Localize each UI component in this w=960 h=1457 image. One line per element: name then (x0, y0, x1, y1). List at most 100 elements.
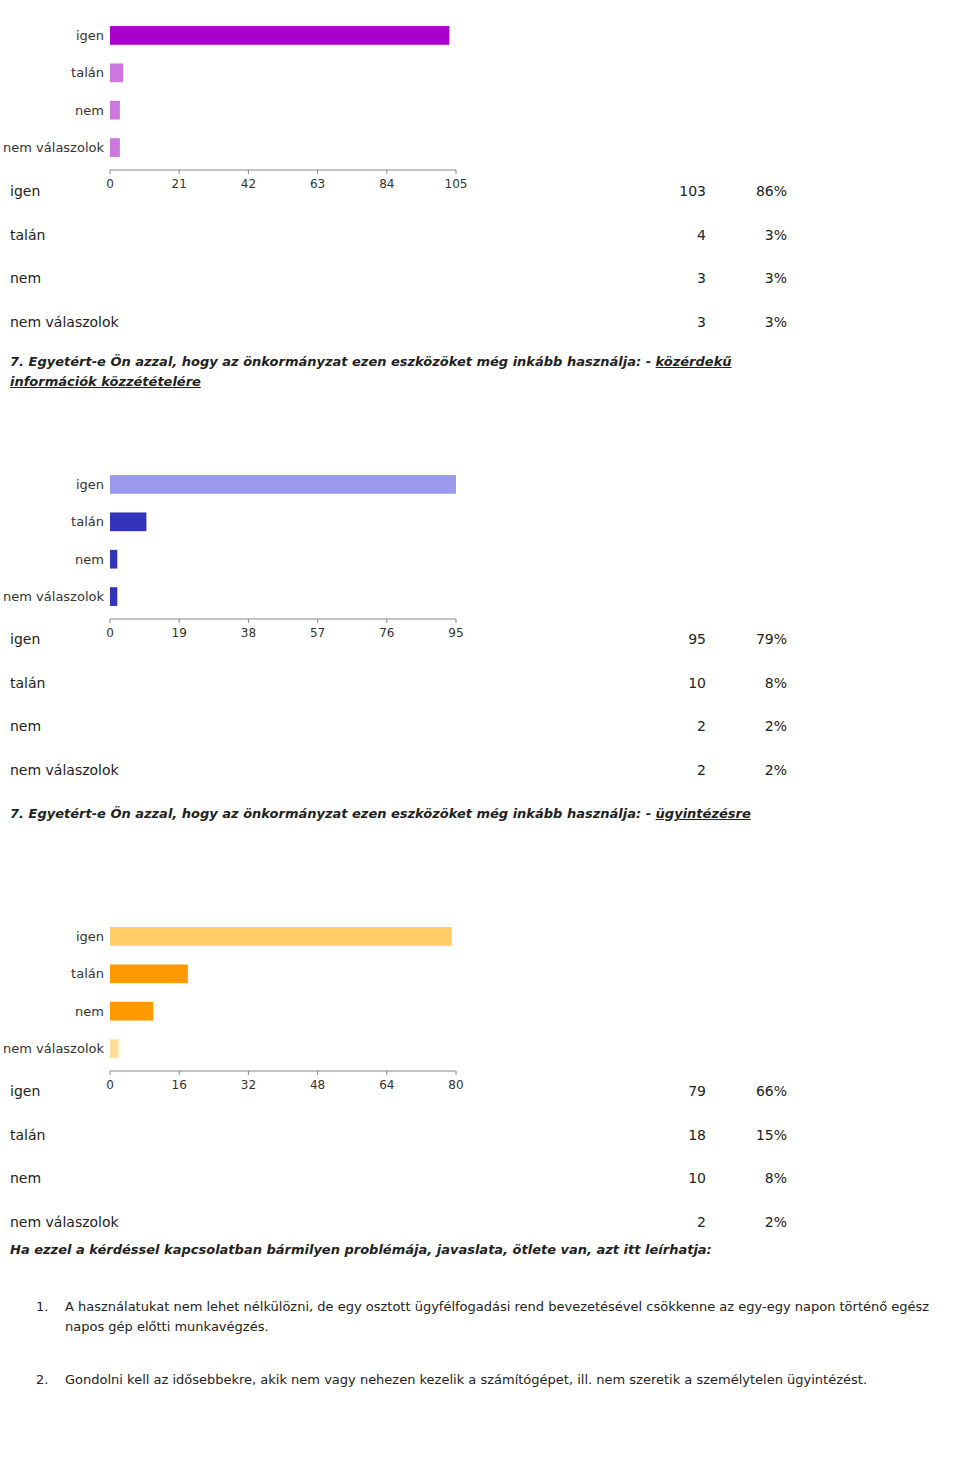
stat-value: 3 (697, 269, 706, 287)
x-tick (248, 1071, 249, 1075)
x-tick (317, 1071, 318, 1075)
stat-category: nem (10, 1169, 41, 1187)
category-label: talán (71, 65, 104, 80)
x-tick-label: 0 (106, 177, 114, 191)
stat-percentage: 2% (765, 717, 787, 735)
footer-item-number: 1. (36, 1297, 48, 1317)
stat-percentage: 3% (765, 226, 787, 244)
bar-chart: igentalánnemnem válaszolok01938577695 (0, 462, 480, 649)
x-tick-label: 0 (106, 1078, 114, 1092)
footer-item-number: 2. (36, 1370, 48, 1390)
category-label: nem (75, 552, 104, 567)
bar (110, 26, 449, 45)
stat-percentage: 66% (756, 1082, 787, 1100)
category-label: igen (76, 929, 104, 944)
stat-category: nem válaszolok (10, 1213, 119, 1231)
x-tick-label: 95 (448, 626, 463, 640)
category-label: nem (75, 103, 104, 118)
x-axis (110, 170, 456, 171)
stat-percentage: 86% (756, 182, 787, 200)
bar (110, 1002, 153, 1021)
x-axis (110, 619, 456, 620)
stat-percentage: 8% (765, 674, 787, 692)
footer-item-text: A használatukat nem lehet nélkülözni, de… (65, 1297, 935, 1337)
stat-value: 103 (679, 182, 706, 200)
x-axis (110, 1071, 456, 1072)
stat-value: 18 (688, 1126, 706, 1144)
stat-category: igen (10, 630, 40, 648)
x-tick (248, 170, 249, 174)
stat-percentage: 79% (756, 630, 787, 648)
x-tick (386, 619, 387, 623)
x-tick (386, 1071, 387, 1075)
x-tick-label: 76 (379, 626, 394, 640)
x-tick (456, 619, 457, 623)
stat-percentage: 15% (756, 1126, 787, 1144)
bar (110, 587, 117, 606)
bar-chart: igentalánnemnem válaszolok01632486480 (0, 914, 480, 1101)
chart-title: 7. Egyetért-e Ön azzal, hogy az önkormán… (10, 804, 770, 824)
stat-category: talán (10, 1126, 45, 1144)
x-tick-label: 21 (172, 177, 187, 191)
stat-percentage: 3% (765, 313, 787, 331)
bars (110, 475, 456, 606)
x-tick (456, 170, 457, 174)
x-tick (110, 619, 111, 623)
x-tick (248, 619, 249, 623)
bar (110, 475, 456, 494)
stat-value: 2 (697, 761, 706, 779)
x-tick-label: 0 (106, 626, 114, 640)
stat-category: talán (10, 226, 45, 244)
x-tick (179, 619, 180, 623)
stat-category: talán (10, 674, 45, 692)
footer-item-text: Gondolni kell az idősebbekre, akik nem v… (65, 1370, 935, 1390)
stat-value: 2 (697, 1213, 706, 1231)
bar (110, 512, 146, 531)
bar (110, 1039, 119, 1058)
x-tick-label: 42 (241, 177, 256, 191)
category-label: igen (76, 28, 104, 43)
stat-percentage: 2% (765, 761, 787, 779)
bar (110, 927, 452, 946)
stat-percentage: 2% (765, 1213, 787, 1231)
x-tick-label: 16 (172, 1078, 187, 1092)
x-tick (317, 619, 318, 623)
stat-category: igen (10, 182, 40, 200)
stat-category: nem (10, 717, 41, 735)
x-tick (386, 170, 387, 174)
bars (110, 26, 449, 157)
x-tick (179, 170, 180, 174)
category-label: nem (75, 1004, 104, 1019)
x-tick-label: 32 (241, 1078, 256, 1092)
stat-category: nem válaszolok (10, 761, 119, 779)
bar (110, 138, 120, 157)
stat-percentage: 3% (765, 269, 787, 287)
x-tick (456, 1071, 457, 1075)
footer-title: Ha ezzel a kérdéssel kapcsolatban bármil… (10, 1241, 940, 1259)
category-label: talán (71, 966, 104, 981)
x-tick-label: 84 (379, 177, 394, 191)
x-tick-label: 19 (172, 626, 187, 640)
category-label: igen (76, 477, 104, 492)
x-tick-label: 80 (448, 1078, 463, 1092)
x-tick-label: 38 (241, 626, 256, 640)
category-label: nem válaszolok (3, 140, 104, 155)
stat-percentage: 8% (765, 1169, 787, 1187)
x-tick (179, 1071, 180, 1075)
stat-value: 3 (697, 313, 706, 331)
x-tick (110, 1071, 111, 1075)
stat-category: nem válaszolok (10, 313, 119, 331)
stat-value: 10 (688, 674, 706, 692)
x-tick-label: 48 (310, 1078, 325, 1092)
stat-value: 79 (688, 1082, 706, 1100)
stat-category: nem (10, 269, 41, 287)
x-tick-label: 63 (310, 177, 325, 191)
x-tick (110, 170, 111, 174)
chart-title: 7. Egyetért-e Ön azzal, hogy az önkormán… (10, 352, 770, 392)
stat-value: 2 (697, 717, 706, 735)
stat-value: 10 (688, 1169, 706, 1187)
stat-category: igen (10, 1082, 40, 1100)
category-label: nem válaszolok (3, 589, 104, 604)
bar (110, 63, 123, 82)
stat-value: 4 (697, 226, 706, 244)
